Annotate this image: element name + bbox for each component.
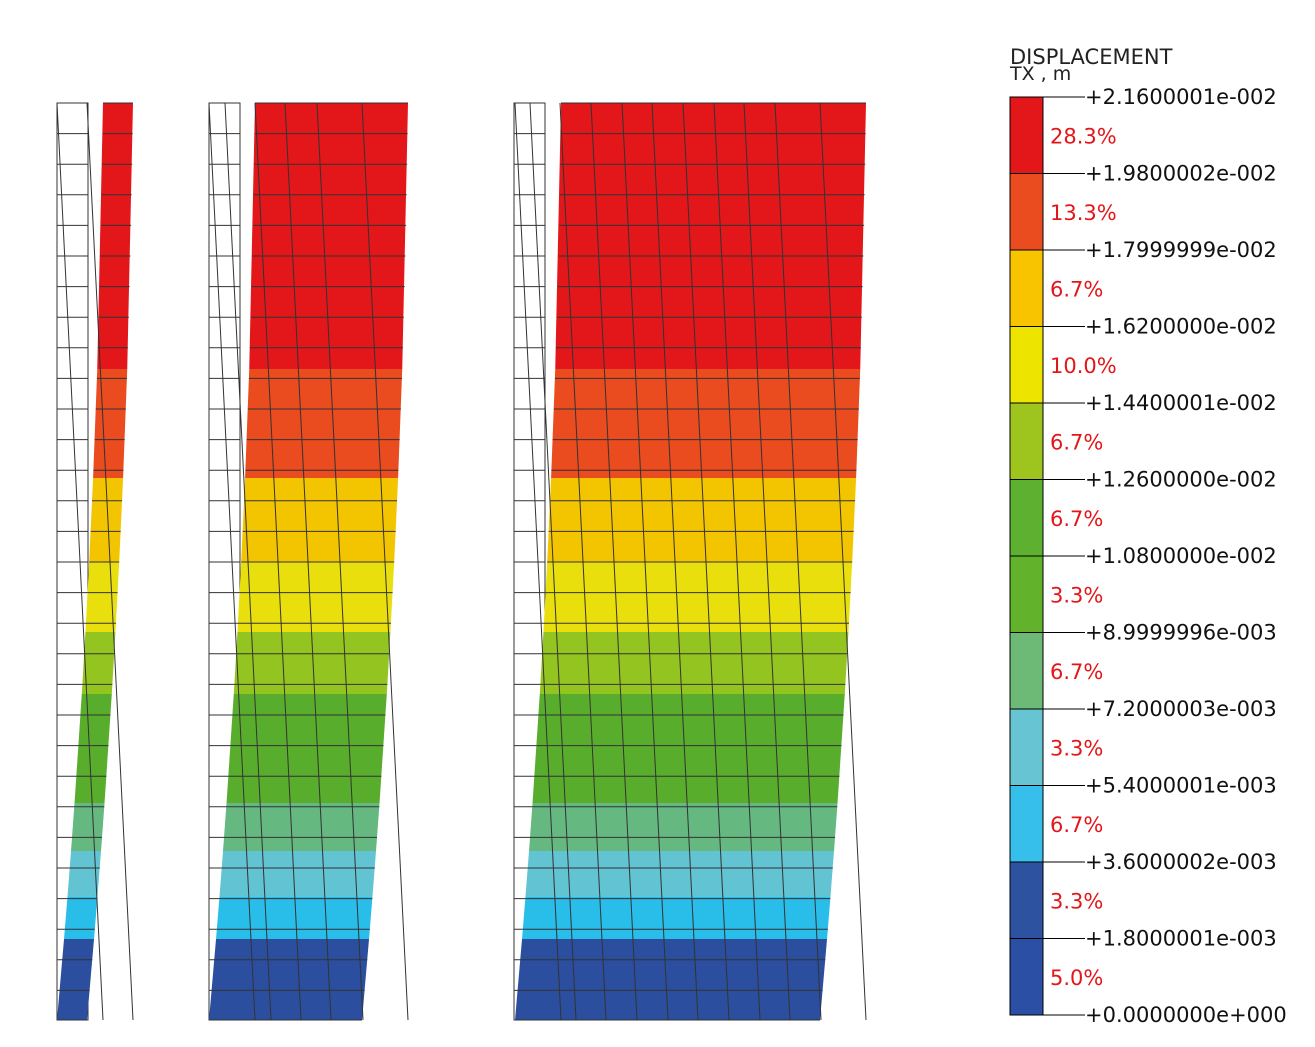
mesh-col-line [590,102,638,1021]
legend-percent-8: 3.3% [1050,736,1103,760]
legend-value-0: +2.1600001e-002 [1085,85,1277,109]
legend-band-11 [1009,938,1044,1016]
contour-band-5 [226,694,387,803]
mesh-col-line [682,102,730,1021]
contour-band-3 [85,562,120,632]
legend-value-7: +8.9999996e-003 [1085,621,1277,645]
legend-band-9 [1009,785,1044,863]
legend-band-2 [1009,249,1044,327]
mesh-col-line [224,102,272,1021]
contour-band-4 [233,632,391,694]
contour-band-8 [64,897,98,939]
legend-band-1 [1009,173,1044,251]
contour-band-7 [219,851,377,897]
legend-value-10: +3.6000002e-003 [1085,850,1277,874]
legend-percent-9: 6.7% [1050,813,1103,837]
contour-band-2 [89,478,124,562]
legend-value-1: +1.9800002e-002 [1085,162,1277,186]
mesh-col-line [56,102,104,1021]
contour-band-5 [532,694,845,803]
legend-value-2: +1.7999999e-002 [1085,238,1277,262]
legend-percent-3: 10.0% [1050,354,1117,378]
legend-value-4: +1.4400001e-002 [1085,391,1277,415]
legend-band-7 [1009,632,1044,710]
legend-percent-7: 6.7% [1050,660,1103,684]
contour-band-9 [515,939,828,1020]
legend-values: +2.1600001e-002 +1.9800002e-002 +1.7999999… [1043,85,1287,1027]
legend-value-11: +1.8000001e-003 [1085,927,1277,951]
deformed-models [56,102,867,1021]
legend-value-3: +1.6200000e-002 [1085,315,1277,339]
mesh-col-line [208,102,256,1021]
mesh-col-line [361,102,409,1021]
contour-band-1 [245,369,403,478]
mesh-col-line [819,102,867,1021]
mesh-col-line [514,102,562,1021]
legend-band-10 [1009,861,1044,939]
mesh-col-line [86,102,134,1021]
contour-band-2 [547,478,857,562]
contour-band-6 [71,803,105,851]
model-wide [513,102,867,1021]
legend-percent-1: 13.3% [1050,201,1117,225]
legend-percent-11: 5.0% [1050,966,1103,990]
legend-band-3 [1009,326,1044,404]
legend-percents: 28.3% 13.3% 6.7% 10.0% 6.7% 6.7% 3.3% 6.7% 3.3% 6… [1050,124,1117,990]
contour-band-3 [543,562,853,632]
contour-band-8 [522,897,831,939]
mesh-col-line [621,102,669,1021]
contour-band-0 [97,103,133,369]
mesh-col-line [713,102,761,1021]
contour-band-2 [241,478,399,562]
contour-band-3 [237,562,395,632]
contour-band-4 [81,632,116,694]
contour-band-0 [555,103,866,369]
model-medium [208,102,409,1021]
mesh-col-line [529,102,577,1021]
mesh-col-line [743,102,791,1021]
contour-band-7 [525,851,835,897]
legend-subtitle: TX , m [1009,63,1071,85]
legend-band-4 [1009,402,1044,480]
legend-percent-4: 6.7% [1050,430,1103,454]
legend-percent-6: 3.3% [1050,583,1103,607]
contour-band-1 [551,369,861,478]
legend-title: DISPLACEMENT [1010,45,1173,69]
legend-percent-0: 28.3% [1050,124,1117,148]
legend-band-0 [1009,96,1044,174]
mesh-col-line [559,102,607,1021]
legend-value-9: +5.4000001e-003 [1085,774,1277,798]
contour-band-6 [529,803,838,851]
legend-band-8 [1009,708,1044,786]
contour-band-1 [93,369,128,478]
legend-percent-10: 3.3% [1050,889,1103,913]
contour-band-9 [57,939,95,1020]
mesh-col-line [254,102,302,1021]
mesh-col-line [316,102,364,1021]
legend-value-12: +0.0000000e+000 [1085,1003,1287,1027]
legend-value-8: +7.2000003e-003 [1085,697,1277,721]
mesh-col-line [651,102,699,1021]
legend-percent-2: 6.7% [1050,277,1103,301]
model-narrow [56,102,134,1021]
displacement-legend: DISPLACEMENT TX , m +2.1600001e-002 +1.98… [1009,45,1287,1027]
contour-band-9 [209,939,370,1020]
legend-band-5 [1009,479,1044,557]
legend-value-6: +1.0800000e-002 [1085,544,1277,568]
mesh-col-line [284,102,332,1021]
contour-band-8 [216,897,373,939]
legend-value-5: +1.2600000e-002 [1085,468,1277,492]
legend-color-bands [1009,96,1044,1016]
legend-percent-5: 6.7% [1050,507,1103,531]
contour-band-7 [67,851,102,897]
contour-band-0 [249,103,408,369]
mesh-col-line [774,102,822,1021]
legend-band-6 [1009,555,1044,633]
